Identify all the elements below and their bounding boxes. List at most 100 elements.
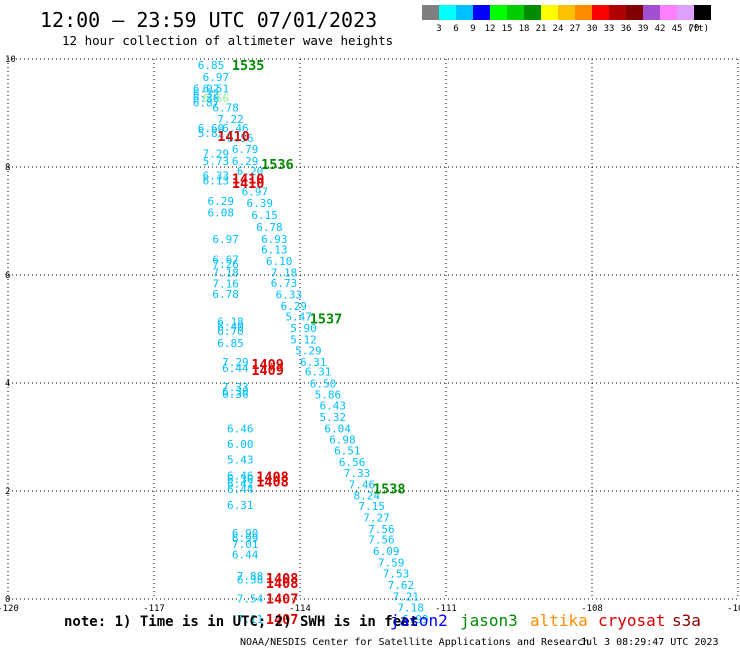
colorbar-swatch (626, 5, 643, 20)
swh-value: 6.29 (208, 195, 235, 208)
colorbar-swatch (660, 5, 677, 20)
mission-jason3: jason3 (460, 611, 518, 630)
swh-value: 6.31 (300, 356, 327, 369)
swh-value: 5.47 (285, 311, 312, 324)
swh-value: 6.31 (227, 499, 254, 512)
x-tick-label: -114 (289, 604, 311, 614)
colorbar-swatch (524, 5, 541, 20)
swh-value: 6.33 (203, 170, 230, 183)
swh-value: 7.33 (344, 467, 371, 480)
pass-time-label: 1407 (266, 612, 299, 628)
y-tick-label: 4 (5, 379, 10, 389)
x-axis-ticks: -120 -117 -114 -111 -108 -105 (0, 604, 740, 614)
swh-value: 6.87 (193, 97, 220, 110)
swh-value: 6.43 (319, 400, 346, 413)
swh-value: 7.88 (237, 570, 264, 583)
swh-value: 6.56 (339, 456, 366, 469)
x-tick-label: -111 (435, 604, 457, 614)
swh-value: 7.15 (358, 500, 385, 513)
swh-value: 6.85 (217, 337, 244, 350)
pass-time-label: 1408 (266, 571, 299, 587)
swh-value: 5.32 (319, 411, 346, 424)
swh-value: 7.21 (392, 590, 419, 603)
swh-value: 5.29 (295, 345, 322, 358)
colorbar-tick-label: 12 (485, 24, 496, 34)
swh-value: 6.29 (281, 300, 308, 313)
mission-jason2: jason2 (390, 611, 448, 630)
swh-value: 6.13 (261, 244, 288, 257)
swh-value: 6.99 (402, 613, 429, 626)
swh-value: 6.33 (276, 288, 303, 301)
swh-value: 7.56 (368, 523, 395, 536)
swh-value: 6.51 (334, 445, 361, 458)
swh-value: 6.97 (212, 233, 239, 246)
swh-value: 6.44 (232, 549, 259, 562)
swh-value: 6.20 (237, 165, 264, 178)
colorbar-unit: (ft) (687, 24, 709, 34)
colorbar-tick-label: 30 (587, 24, 598, 34)
swh-value: 5.12 (290, 333, 317, 346)
y-axis-ticks: 0 2 4 6 8 10 (5, 55, 16, 605)
pass-time-label: 1408 (256, 474, 289, 490)
swh-value: 6.40 (217, 320, 244, 333)
x-tick-label: -108 (581, 604, 603, 614)
swh-value: 8.24 (354, 489, 381, 502)
colorbar-tick-label: 9 (470, 24, 475, 34)
colorbar-tick-label: 21 (536, 24, 547, 34)
pass-time-label: 1409 (251, 357, 284, 373)
pass-time-labels: 1535141015361410141015371409140914081408… (217, 58, 405, 628)
swh-value: 6.60 (198, 122, 225, 135)
colorbar-swatch (422, 5, 439, 20)
footer-note: note: 1) Time is in UTC; 2) SWH is in fe… (64, 614, 418, 630)
colorbar-swatch (490, 5, 507, 20)
swh-value: 6.50 (310, 378, 337, 391)
pass-time-label: 1409 (251, 363, 284, 379)
swh-value: 5.82 (198, 127, 225, 140)
colorbar-swatch (439, 5, 456, 20)
swh-value: 6.32 (193, 88, 220, 101)
swh-value: 6.67 (212, 253, 239, 266)
swh-value: 6.99 (232, 532, 259, 545)
y-tick-label: 8 (5, 163, 10, 173)
pass-time-label: 1410 (217, 129, 250, 145)
swh-value: 5.86 (315, 388, 342, 401)
y-tick-label: 6 (5, 271, 10, 281)
swh-value: 6.08 (208, 206, 235, 219)
swh-value: 7.18 (397, 602, 424, 615)
swh-value: 7.26 (212, 258, 239, 271)
colorbar-tick-label: 18 (519, 24, 530, 34)
swh-value: 6.30 (222, 386, 249, 399)
colorbar-swatch (677, 5, 694, 20)
swh-value: 7.29 (222, 356, 249, 369)
swh-value: 6.78 (256, 221, 283, 234)
swh-value: 6.09 (373, 545, 400, 558)
colorbar-tick-label: 27 (570, 24, 581, 34)
swh-value: 5.90 (290, 322, 317, 335)
pass-time-label: 1410 (232, 171, 265, 187)
swh-value: 6.46 (222, 122, 249, 135)
y-tick-label: 2 (5, 487, 10, 497)
swh-value: 6.85 (198, 59, 225, 72)
swh-value: 6.18 (217, 315, 244, 328)
swh-value: 6.38 (237, 574, 264, 587)
colorbar-swatch (558, 5, 575, 20)
colorbar-tick-label: 70 (689, 24, 700, 34)
swh-value: 6.79 (232, 143, 259, 156)
plot-grid (7, 58, 739, 600)
chart-title: 12:00 – 23:59 UTC 07/01/2023 (40, 8, 377, 32)
swh-value: 6.46 (227, 469, 254, 482)
swh-value: 6.30 (193, 92, 220, 105)
colorbar-tick-label: 42 (655, 24, 666, 34)
colorbar-tick-label: 3 (436, 24, 441, 34)
swh-value: 6.46 (227, 422, 254, 435)
x-tick-label: -120 (0, 604, 19, 614)
swh-value: 6.56 (203, 92, 230, 105)
swh-values: 6.856.976.516.026.326.306.566.876.787.22… (193, 59, 429, 626)
colorbar-tick-label: 33 (604, 24, 615, 34)
swh-value: 7.11 (237, 613, 264, 626)
swh-value: 7.59 (378, 556, 405, 569)
x-tick-label: -117 (143, 604, 165, 614)
chart-subtitle: 12 hour collection of altimeter wave hei… (62, 33, 393, 48)
